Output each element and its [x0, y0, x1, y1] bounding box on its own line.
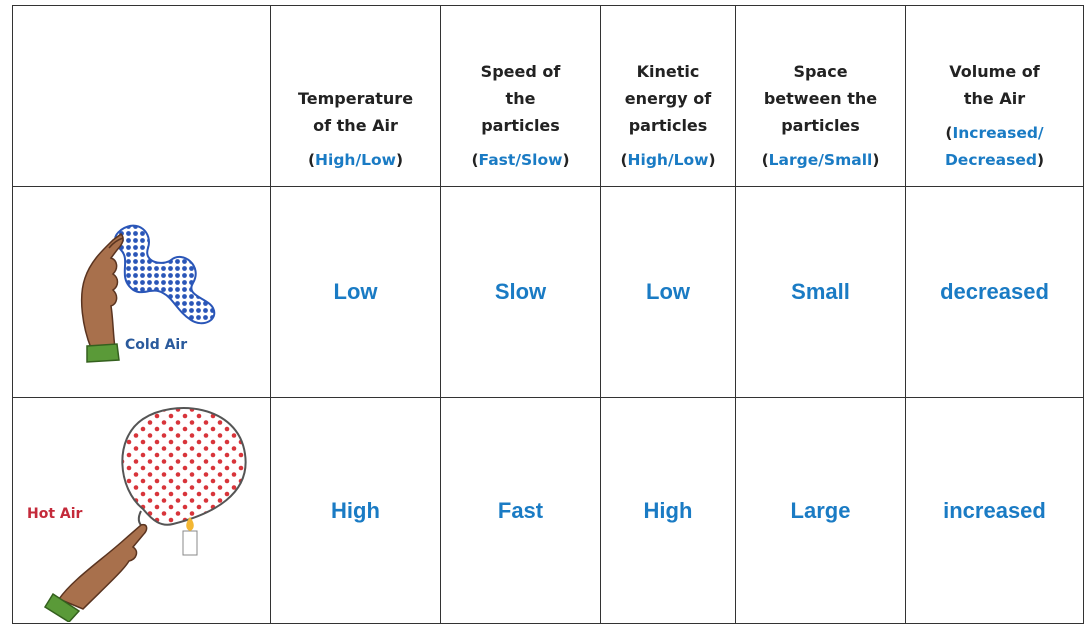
corner-cell — [13, 6, 271, 187]
header-hint: (Fast/Slow) — [441, 147, 600, 174]
cell: Slow — [441, 187, 601, 398]
cell-value: Low — [334, 279, 378, 304]
header-cell: Kinetic energy of particles (High/Low) — [601, 6, 736, 187]
comparison-table: Temperature of the Air(High/Low) Speed o… — [12, 5, 1084, 624]
cell: Fast — [441, 398, 601, 624]
cell-value: decreased — [940, 279, 1049, 304]
illustration-cell: Hot Air — [13, 398, 271, 624]
header-title: Space between the particles — [736, 58, 905, 139]
hint-part: ) — [1037, 151, 1044, 169]
cell-value: High — [331, 498, 380, 523]
page: Temperature of the Air(High/Low) Speed o… — [0, 0, 1089, 612]
cell: Large — [736, 398, 906, 624]
header-title: Speed of the particles — [441, 58, 600, 139]
header-cell: Speed of the particles (Fast/Slow) — [441, 6, 601, 187]
header-title: Volume of the Air — [906, 58, 1083, 112]
cell: decreased — [906, 187, 1084, 398]
hint-part: High/Low — [315, 151, 396, 169]
hint-part: ) — [708, 151, 715, 169]
cell-value: Low — [646, 279, 690, 304]
header-hint: (Increased/ Decreased) — [906, 120, 1083, 174]
hint-part: ( — [471, 151, 478, 169]
cell: High — [271, 398, 441, 624]
hint-part: Increased/ Decreased — [945, 124, 1044, 169]
cell: increased — [906, 398, 1084, 624]
hint-part: Large/Small — [769, 151, 873, 169]
cell-value: increased — [943, 498, 1046, 523]
hint-part: ( — [308, 151, 315, 169]
cell-value: Fast — [498, 498, 543, 523]
header-cell: Volume of the Air (Increased/ Decreased) — [906, 6, 1084, 187]
header-cell: Space between the particles (Large/Small) — [736, 6, 906, 187]
illustration-cell: Cold Air — [13, 187, 271, 398]
header-hint: (High/Low) — [601, 147, 735, 174]
header-cell: Temperature of the Air (High/Low) — [271, 6, 441, 187]
row: Hot Air High Fast High Large increased — [13, 398, 1084, 624]
row-label: Hot Air — [27, 506, 82, 522]
cell-value: Large — [791, 498, 851, 523]
cell: Low — [601, 187, 736, 398]
header-row: Temperature of the Air(High/Low) Speed o… — [13, 6, 1084, 187]
cell-value: High — [644, 498, 693, 523]
hint-part: ) — [396, 151, 403, 169]
header-hint: (Large/Small) — [736, 147, 905, 174]
cell-value: Small — [791, 279, 850, 304]
cell: High — [601, 398, 736, 624]
hint-part: ) — [562, 151, 569, 169]
row-label: Cold Air — [125, 337, 187, 353]
hint-part: ) — [872, 151, 879, 169]
hint-part: ( — [762, 151, 769, 169]
cell: Low — [271, 187, 441, 398]
header-title: Temperature of the Air — [271, 85, 440, 139]
header-title: Kinetic energy of particles — [601, 58, 735, 139]
hint-part: High/Low — [628, 151, 709, 169]
hint-part: Fast/Slow — [479, 151, 563, 169]
header-hint: (High/Low) — [271, 147, 440, 174]
hint-part: ( — [620, 151, 627, 169]
row: Cold Air Low Slow Low Small decreased — [13, 187, 1084, 398]
cold-air-illustration — [13, 188, 269, 396]
cell-value: Slow — [495, 279, 546, 304]
cell: Small — [736, 187, 906, 398]
